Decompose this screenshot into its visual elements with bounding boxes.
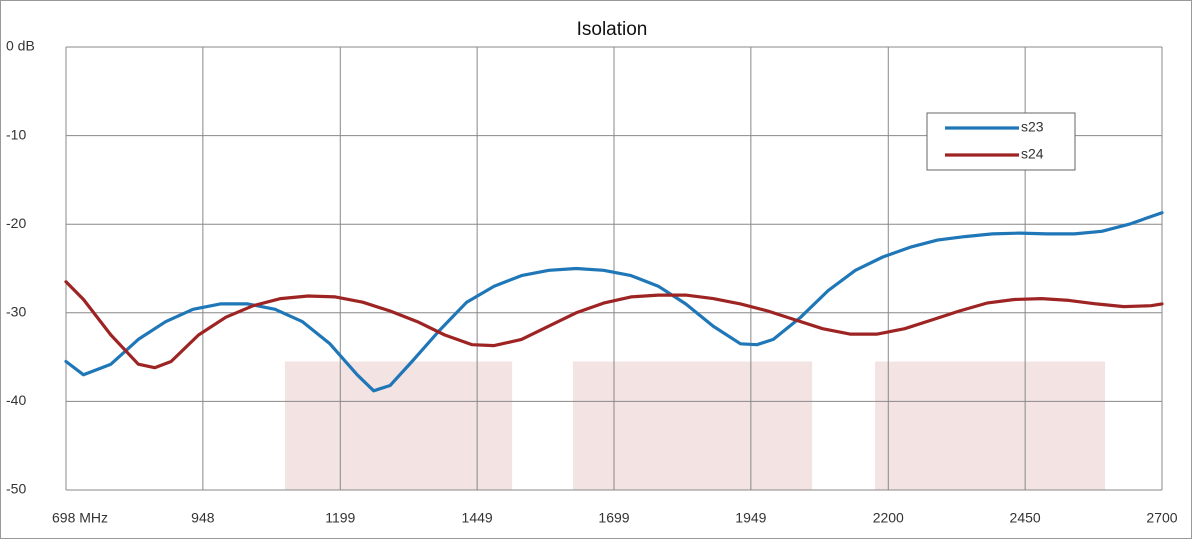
y-tick-label: -40 bbox=[6, 392, 26, 408]
legend-label: s23 bbox=[1021, 119, 1044, 135]
x-tick-label: 2200 bbox=[873, 510, 904, 526]
shaded-region bbox=[875, 361, 1106, 490]
shaded-region bbox=[572, 361, 813, 490]
data-line bbox=[64, 280, 1164, 370]
legend-label: s24 bbox=[1021, 146, 1044, 162]
x-tick-label: 1699 bbox=[598, 510, 629, 526]
x-tick-label: 1199 bbox=[325, 510, 355, 526]
x-tick-label: 948 bbox=[191, 510, 215, 526]
data-line bbox=[64, 211, 1164, 393]
x-tick-label: 698 MHz bbox=[52, 510, 108, 526]
y-tick-label: 0 dB bbox=[6, 38, 35, 54]
y-tick-label: -10 bbox=[6, 126, 26, 142]
legend-box bbox=[926, 112, 1076, 171]
x-tick-label: 2700 bbox=[1146, 510, 1177, 526]
x-tick-label: 1449 bbox=[462, 510, 493, 526]
x-tick-label: 1949 bbox=[735, 510, 766, 526]
y-tick-label: -50 bbox=[6, 481, 26, 497]
chart-title: Isolation bbox=[577, 19, 648, 40]
y-tick-label: -30 bbox=[6, 304, 26, 320]
shaded-region bbox=[284, 361, 513, 490]
y-tick-label: -20 bbox=[6, 215, 26, 231]
x-tick-label: 2450 bbox=[1010, 510, 1041, 526]
